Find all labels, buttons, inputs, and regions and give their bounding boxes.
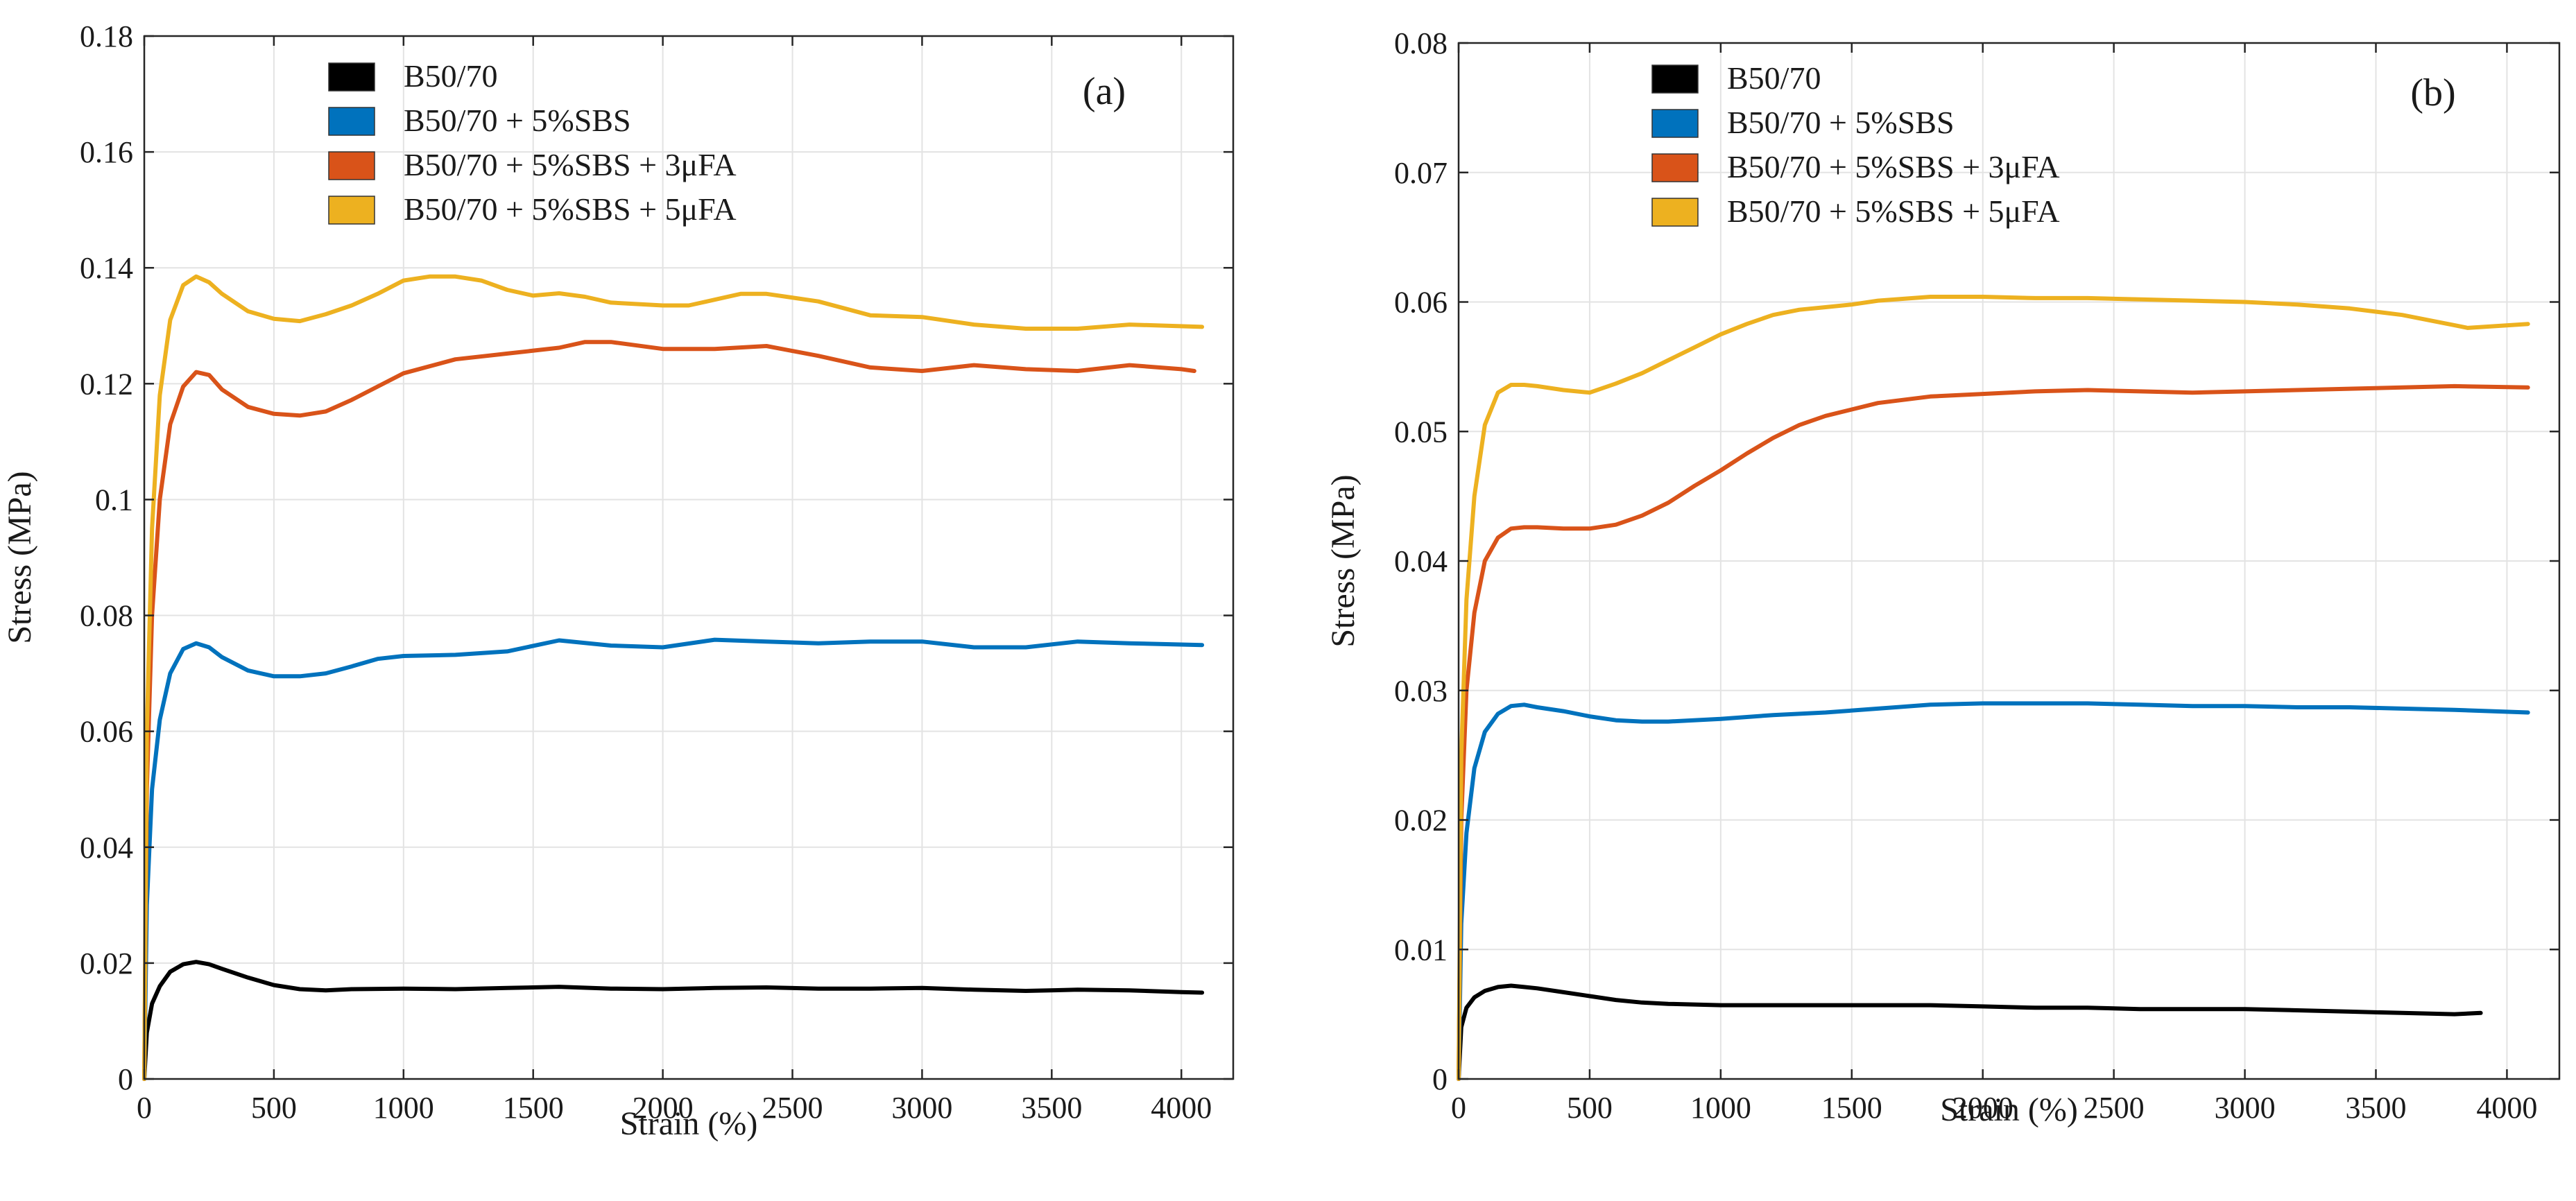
- x-tick-label: 3500: [1021, 1091, 1082, 1125]
- series-line-2: [1457, 701, 2530, 1081]
- x-axis-label: Strain (%): [1940, 1091, 2078, 1128]
- y-tick-label: 0.01: [1394, 933, 1448, 967]
- x-tick-label: 3000: [2215, 1091, 2276, 1125]
- y-axis-label: Stress (MPa): [1325, 474, 1362, 647]
- series-line-3: [1457, 383, 2530, 1081]
- x-tick-label: 2500: [2084, 1091, 2145, 1125]
- series-line-2: [142, 637, 1205, 1081]
- y-tick-label: 0.08: [1394, 26, 1448, 60]
- panel-b: 0 500 1000 1500 2000 2500 3000 3500 4000 0 0.01 0.0…: [1325, 26, 2561, 1128]
- y-tick-label: 0.02: [80, 947, 133, 980]
- y-tick-label: 0.08: [80, 599, 133, 633]
- y-tick-label: 0.06: [80, 715, 133, 749]
- y-tick-label: 0.04: [80, 831, 133, 865]
- y-tick-label: 0.18: [80, 19, 133, 53]
- series-line-4: [142, 274, 1205, 1081]
- x-tick-label: 2500: [762, 1091, 823, 1125]
- legend-label-4: B50/70 + 5%SBS + 5μFA: [1727, 193, 2060, 229]
- legend-swatch-4: [1651, 198, 1699, 227]
- y-tick-label: 0: [1432, 1062, 1448, 1096]
- legend-label-2: B50/70 + 5%SBS: [1727, 105, 1955, 140]
- legend-swatch-4: [328, 196, 375, 225]
- legend-swatch-2: [328, 107, 375, 136]
- axes-frame: [143, 35, 1235, 1080]
- y-tick-label: 0.12: [80, 367, 133, 401]
- x-tick-label: 500: [1567, 1091, 1613, 1125]
- legend-swatch-3: [328, 151, 375, 180]
- y-tick-label: 0.04: [1394, 544, 1448, 578]
- x-tick-label: 2000: [1952, 1091, 2013, 1125]
- y-axis-label: Stress (MPa): [1, 471, 38, 643]
- y-tick-label: 0.14: [80, 251, 133, 285]
- x-tick-label: 0: [137, 1091, 152, 1125]
- legend-label-2: B50/70 + 5%SBS: [404, 103, 631, 138]
- x-tick-label: 3000: [891, 1091, 952, 1125]
- legend-swatch-2: [1651, 109, 1699, 138]
- y-tick-label: 0.05: [1394, 415, 1448, 449]
- legend-label-3: B50/70 + 5%SBS + 3μFA: [1727, 149, 2060, 184]
- x-tick-label: 3500: [2346, 1091, 2407, 1125]
- y-tick-label: 0.16: [80, 135, 133, 169]
- legend-label-4: B50/70 + 5%SBS + 5μFA: [404, 191, 737, 227]
- x-tick-label: 4000: [1151, 1091, 1212, 1125]
- legend-swatch-1: [1651, 64, 1699, 94]
- series-line-3: [142, 340, 1196, 1081]
- legend-label-1: B50/70: [404, 58, 497, 94]
- legend-swatch-3: [1651, 153, 1699, 182]
- series-line-4: [1457, 295, 2530, 1081]
- panel-a: 0 500 1000 1500 2000 2500 3000 3500 4000 0 0.02 0.0…: [1, 19, 1235, 1142]
- y-tick-label: 0.1: [95, 483, 133, 517]
- y-tick-label: 0: [118, 1062, 133, 1096]
- y-tick-label: 0.03: [1394, 674, 1448, 708]
- x-tick-label: 1500: [1821, 1091, 1882, 1125]
- x-tick-label: 2000: [633, 1091, 694, 1125]
- series-line-1: [142, 960, 1205, 1081]
- x-tick-label: 1000: [1690, 1091, 1751, 1125]
- x-tick-label: 1500: [503, 1091, 564, 1125]
- legend-label-3: B50/70 + 5%SBS + 3μFA: [404, 147, 737, 182]
- x-tick-label: 4000: [2476, 1091, 2537, 1125]
- series-line-1: [1457, 983, 2483, 1081]
- legend-label-1: B50/70: [1727, 60, 1821, 96]
- y-tick-label: 0.07: [1394, 156, 1448, 190]
- panel-label: (b): [2410, 71, 2455, 114]
- panel-label: (a): [1083, 70, 1126, 113]
- x-axis-label: Strain (%): [620, 1105, 758, 1142]
- y-tick-label: 0.02: [1394, 804, 1448, 838]
- x-tick-label: 500: [251, 1091, 297, 1125]
- x-tick-label: 1000: [373, 1091, 434, 1125]
- y-tick-label: 0.06: [1394, 286, 1448, 320]
- x-tick-label: 0: [1451, 1091, 1466, 1125]
- legend-swatch-1: [328, 62, 375, 92]
